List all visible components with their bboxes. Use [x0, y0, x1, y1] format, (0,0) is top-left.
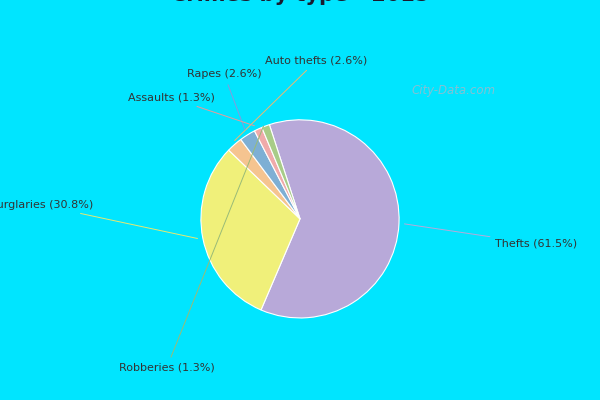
Wedge shape: [261, 120, 399, 318]
Wedge shape: [241, 131, 300, 219]
Title: Crimes by type - 2015: Crimes by type - 2015: [171, 0, 429, 5]
Wedge shape: [262, 125, 300, 219]
Text: Assaults (1.3%): Assaults (1.3%): [128, 93, 254, 126]
Text: Thefts (61.5%): Thefts (61.5%): [404, 224, 578, 249]
Text: Rapes (2.6%): Rapes (2.6%): [187, 69, 262, 130]
Text: Auto thefts (2.6%): Auto thefts (2.6%): [235, 56, 368, 140]
Wedge shape: [201, 150, 300, 310]
Wedge shape: [229, 140, 300, 219]
Wedge shape: [254, 128, 300, 219]
Text: City-Data.com: City-Data.com: [411, 84, 496, 97]
Text: Burglaries (30.8%): Burglaries (30.8%): [0, 200, 197, 238]
Text: Robberies (1.3%): Robberies (1.3%): [119, 126, 263, 372]
